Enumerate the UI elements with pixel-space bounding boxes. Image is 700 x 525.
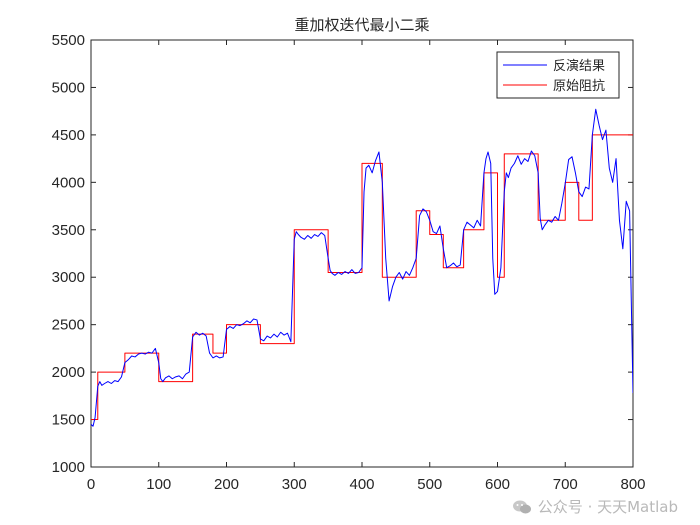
y-tick-label: 2500: [52, 317, 85, 334]
x-tick-label: 400: [349, 476, 374, 493]
legend-label: 反演结果: [553, 58, 605, 74]
y-tick-label: 2000: [52, 364, 85, 381]
series-line-inversion: [91, 108, 633, 427]
watermark-text: 公众号 · 天天Matlab: [537, 498, 678, 516]
y-tick-label: 1000: [52, 459, 85, 476]
y-tick-label: 5000: [52, 79, 85, 96]
x-tick-label: 100: [146, 476, 171, 493]
y-tick-label: 3500: [52, 222, 85, 239]
x-tick-label: 700: [553, 476, 578, 493]
ticks: 0 100 200 300 400 500 600 700 800 1000 1500 2000 250…: [52, 32, 646, 493]
wechat-icon: [512, 500, 531, 513]
y-tick-label: 4500: [52, 127, 85, 144]
series-group: [91, 108, 633, 427]
x-tick-label: 300: [282, 476, 307, 493]
x-tick-label: 600: [485, 476, 510, 493]
y-tick-label: 3000: [52, 269, 85, 286]
legend-box: [496, 51, 620, 99]
y-tick-label: 4000: [52, 174, 85, 191]
x-tick-label: 500: [417, 476, 442, 493]
chart-title: 重加权迭代最小二乘: [294, 16, 429, 34]
x-tick-label: 200: [214, 476, 239, 493]
legend-label: 原始阻抗: [553, 79, 605, 94]
y-tick-label: 5500: [52, 32, 85, 49]
series-line-original: [91, 134, 633, 421]
x-tick-label: 800: [620, 476, 645, 493]
y-tick-label: 1500: [52, 412, 85, 429]
watermark: 公众号 · 天天Matlab: [512, 496, 678, 517]
x-tick-label: 0: [87, 476, 95, 493]
